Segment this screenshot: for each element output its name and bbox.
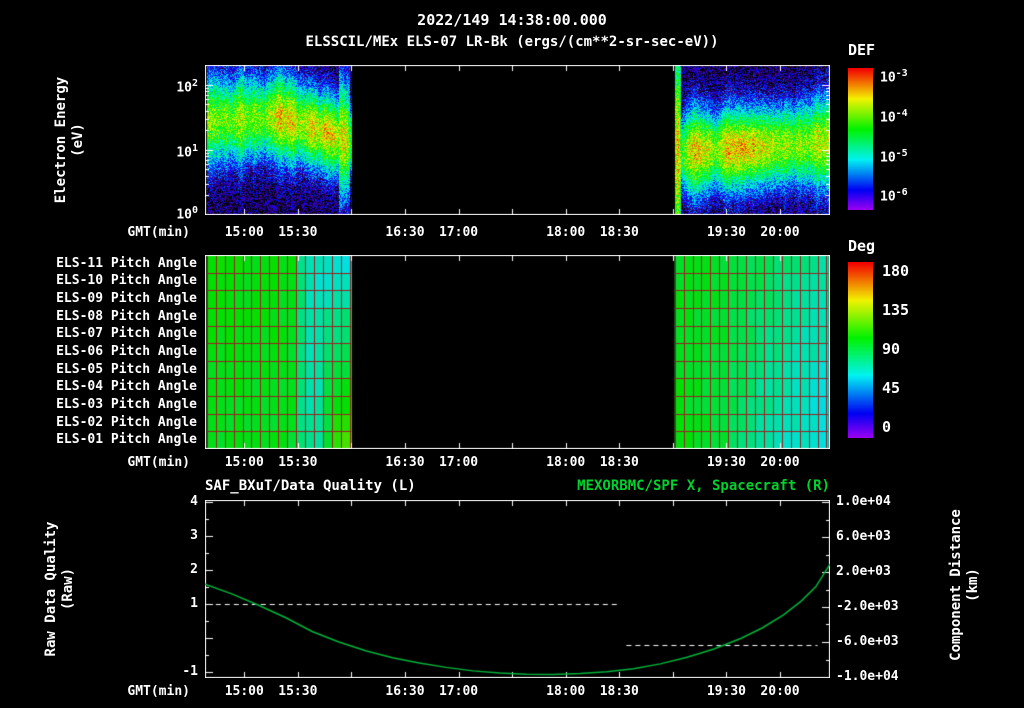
quality-tick-label: 4 [190,494,198,509]
x-tick-label: 15:30 [278,455,318,470]
colorbar-deg-tick: 180 [882,261,910,280]
x-tick-label: 17:00 [438,225,479,240]
x-tick-label: 19:30 [706,455,746,470]
x-tick-label: 16:30 [385,455,425,470]
pitch-angle-canvas [205,255,830,449]
colorbar-deg-tick: 135 [882,300,910,319]
x-tick-label: 15:00 [224,684,264,699]
deg-colorbar-title: Deg [848,237,876,255]
pitch-row-label: ELS-07 Pitch Angle [56,326,197,342]
quality-distance-canvas [205,500,830,678]
quality-tick-label: 1 [190,596,198,611]
x-tick-label: 20:00 [760,225,800,240]
x-tick-label: 18:30 [599,684,639,699]
distance-axis-label: Component Distance (km) [948,509,981,661]
x-tick-label: 15:00 [224,455,264,470]
pitch-row-label: ELS-06 Pitch Angle [56,344,197,359]
gmt-label-1: GMT(min) [127,225,190,240]
distance-tick-label: 2.0e+03 [836,564,891,579]
quality-tick-label: 2 [190,562,198,577]
pitch-row-label: ELS-03 Pitch Angle [56,396,197,412]
distance-tick-label: 1.0e+04 [836,494,891,509]
distance-tick-label: 6.0e+03 [836,529,891,544]
x-tick-label: 15:30 [278,684,318,699]
colorbar-def-tick: 10-5 [880,147,908,165]
x-tick-label: 15:30 [278,225,318,240]
deg-colorbar-canvas [848,262,873,438]
x-tick-label: 18:00 [546,225,586,240]
pitch-row-label: ELS-10 Pitch Angle [56,273,197,289]
distance-tick-label: -6.0e+03 [836,634,899,649]
x-tick-label: 18:30 [599,455,639,470]
x-tick-label: 15:00 [224,225,264,240]
quality-series-title: SAF_BXuT/Data Quality (L) [205,478,416,494]
energy-tick-label: 101 [176,142,198,161]
def-colorbar-title: DEF [848,41,876,59]
energy-tick-label: 102 [176,77,198,95]
x-tick-label: 17:00 [438,455,479,470]
pitch-row-label: ELS-11 Pitch Angle [56,255,197,271]
colorbar-deg-tick: 45 [882,379,901,398]
pitch-row-label: ELS-04 Pitch Angle [56,379,197,395]
timestamp-title: 2022/149 14:38:00.000 [417,11,607,29]
x-tick-label: 18:00 [546,684,586,699]
distance-tick-label: -1.0e+04 [836,669,899,684]
quality-tick-label: -1 [182,664,198,679]
colorbar-def-tick: 10-4 [880,107,908,126]
x-tick-label: 17:00 [438,684,479,699]
colorbar-deg-tick: 0 [882,418,892,437]
x-tick-label: 20:00 [760,684,800,699]
x-tick-label: 19:30 [706,684,746,699]
quality-tick-label: 3 [190,528,198,543]
distance-tick-label: -2.0e+03 [836,599,899,614]
x-tick-label: 18:00 [546,455,586,470]
x-tick-label: 16:30 [385,684,425,699]
energy-spectrogram-canvas [205,65,830,215]
plot-title: ELSSCIL/MEx ELS-07 LR-Bk (ergs/(cm**2-sr… [305,34,719,50]
x-tick-label: 16:30 [385,225,425,240]
pitch-row-label: ELS-05 Pitch Angle [56,361,197,377]
colorbar-def-tick: 10-3 [880,68,908,86]
pitch-row-label: ELS-02 Pitch Angle [56,414,197,430]
distance-series-title: MEXORBMC/SPF X, Spacecraft (R) [577,478,830,494]
colorbar-def-tick: 10-6 [880,187,908,205]
pitch-row-label: ELS-08 Pitch Angle [56,308,197,324]
x-tick-label: 20:00 [760,455,800,470]
x-tick-label: 18:30 [599,225,639,240]
colorbar-deg-tick: 90 [882,340,901,359]
x-tick-label: 19:30 [706,225,746,240]
def-colorbar-canvas [848,68,873,210]
energy-tick-label: 100 [176,205,198,223]
energy-axis-label: Electron Energy (eV) [53,76,86,204]
quality-axis-label: Raw Data Quality (Raw) [43,521,76,657]
pitch-row-label: ELS-09 Pitch Angle [56,291,197,307]
gmt-label-3: GMT(min) [127,684,190,699]
pitch-row-label: ELS-01 Pitch Angle [56,432,197,448]
gmt-label-2: GMT(min) [127,455,190,470]
